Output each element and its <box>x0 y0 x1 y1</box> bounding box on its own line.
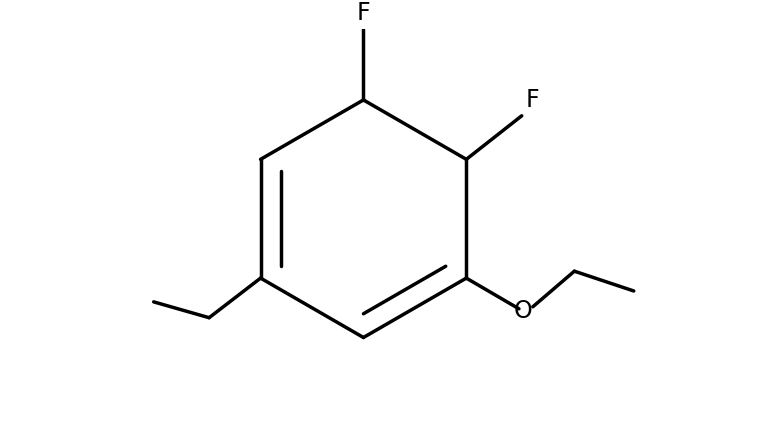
Text: O: O <box>514 299 532 323</box>
Text: F: F <box>525 88 539 112</box>
Text: F: F <box>357 1 370 25</box>
